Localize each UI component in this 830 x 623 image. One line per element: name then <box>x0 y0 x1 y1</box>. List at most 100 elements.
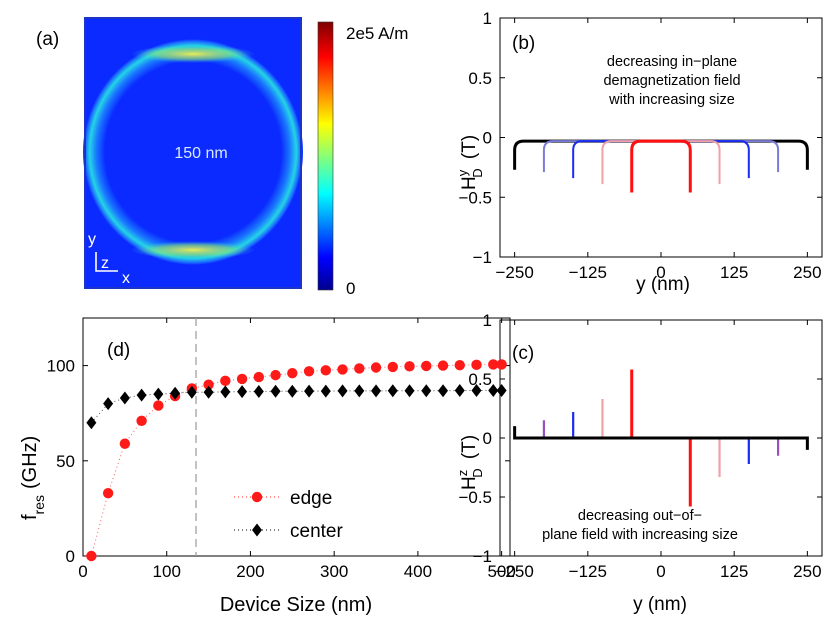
panel-d-edge-point <box>119 438 131 449</box>
panel-b-xtick-label: −250 <box>495 263 533 282</box>
panel-b-annotation-line: decreasing in−plane <box>607 54 737 70</box>
panel-d-edge-point <box>287 368 298 379</box>
panel-d-xtick-label: 300 <box>320 562 348 581</box>
panel-d-center-point <box>387 384 398 398</box>
panel-d-xtick-label: 200 <box>236 562 264 581</box>
panel-b-chart: −250 −125 0 125 250 1 0.5 0 −0.5 −1 (b) decreasing … <box>455 9 823 295</box>
panel-b-ylabel: HyD (T) <box>455 135 485 190</box>
panel-d-ytick-label: 100 <box>47 357 75 376</box>
panel-d-edge-point <box>303 366 315 377</box>
panel-d-center-point <box>270 384 281 398</box>
panel-d-edge-point <box>337 364 348 375</box>
panel-b-series-w100 <box>601 140 721 185</box>
panel-d-center-point <box>186 385 197 399</box>
panel-a-label: (a) <box>36 29 59 50</box>
panel-c-xtick-label: 0 <box>656 562 665 581</box>
panel-b-xtick-label: 250 <box>793 263 821 282</box>
panel-c-chart: −250 −125 0 125 25010.50−0.5−1(c)decreasing … <box>455 311 823 615</box>
panel-d-center-point <box>320 384 331 398</box>
panel-b-annotation-line: demagnetization field <box>603 73 740 89</box>
panel-b-ytick-label: −1 <box>473 248 492 267</box>
panel-d-center-point <box>304 384 315 398</box>
panel-d-center-point <box>119 391 130 405</box>
panel-d-center-point <box>404 384 415 398</box>
panel-d-edge-point <box>203 379 214 390</box>
panel-d-edge-point <box>253 371 265 383</box>
panel-d-edge-connector <box>90 363 502 557</box>
panel-d-center-point <box>136 388 147 402</box>
panel-b-xlabel: y (nm) <box>636 274 690 295</box>
panel-d-edge-point <box>471 359 482 371</box>
panel-d-center-point <box>421 384 432 398</box>
panel-b-label: (b) <box>512 33 535 54</box>
panel-d-edge-point <box>387 361 398 373</box>
panel-d-edge-point <box>496 359 507 370</box>
panel-a-heatmap: (a) 150 nm y z x 2e5 A/m 0 <box>36 17 408 298</box>
panel-c-annotation-line: plane field with increasing size <box>542 527 738 543</box>
panel-b-ytick-label: 0.5 <box>468 69 492 88</box>
panel-c-ytick-label: 0 <box>483 429 492 448</box>
panel-c-xtick-label: 125 <box>720 562 748 581</box>
panel-d-edge-point <box>421 360 432 372</box>
panel-d-ylabel: fres(GHz) <box>19 436 47 520</box>
panel-c-ylabel: HzD (T) <box>455 435 485 490</box>
panel-d-edge-point <box>86 550 97 562</box>
panel-d-xtick-label: 400 <box>404 562 432 581</box>
panel-b-xtick-label: 125 <box>720 263 748 282</box>
heatmap-hotspot-bottom <box>131 241 255 259</box>
panel-b-xtick-label: 0 <box>656 263 665 282</box>
panel-c-annotation-line: decreasing out−of− <box>578 508 702 524</box>
panel-d-center-point <box>203 385 214 399</box>
heatmap-hotspot-top <box>131 45 255 63</box>
panel-d-edge-point <box>270 369 281 381</box>
panel-d-xtick-label: 500 <box>487 562 515 581</box>
panel-d-edge-point <box>220 375 231 387</box>
panel-c-ytick-label: −0.5 <box>458 488 492 507</box>
panel-d-legend-label-center: center <box>290 521 343 542</box>
axis-glyph-y: y <box>88 231 96 248</box>
heatmap-ring <box>83 39 303 265</box>
panel-b-ytick-label: 1 <box>483 9 492 28</box>
panel-d-center-point <box>337 384 348 398</box>
panel-d-center-point <box>220 385 231 399</box>
panel-b-series-w150 <box>572 140 750 179</box>
panel-c-ytick-label: 0.5 <box>468 370 492 389</box>
panel-b-xtick-label: −125 <box>569 263 607 282</box>
axis-glyph-lines <box>95 252 118 272</box>
panel-d-center-point <box>354 384 365 398</box>
panel-d-ytick-label: 50 <box>56 452 75 471</box>
panel-d-center-point <box>170 386 181 400</box>
panel-c-xtick-label: 250 <box>793 562 821 581</box>
panel-c-xlabel: y (nm) <box>633 594 687 615</box>
panel-d-center-connector <box>90 390 502 424</box>
panel-d-edge-point <box>102 487 114 499</box>
panel-d-edge-point <box>437 360 449 371</box>
panel-c-ytick-label: 1 <box>483 311 492 330</box>
panel-b-annotation-line: with increasing size <box>608 92 735 108</box>
panel-d-center-point <box>371 384 382 398</box>
panel-b-ytick-label: 0 <box>483 129 492 148</box>
panel-d-edge-point <box>153 400 164 411</box>
panel-d-xlabel: Device Size (nm) <box>220 594 372 616</box>
panel-d-center-point <box>287 384 298 398</box>
panel-d-center-point <box>153 387 164 401</box>
panel-d-legend-marker-center <box>252 523 262 537</box>
colorbar-min-label: 0 <box>346 279 355 298</box>
panel-d-edge-point <box>354 363 365 374</box>
panel-d-center-point <box>86 416 97 430</box>
panel-d-label: (d) <box>107 340 130 361</box>
panel-d-edge-point <box>404 361 415 372</box>
panel-b-series-w200 <box>542 140 780 173</box>
panel-d-xtick-label: 0 <box>78 562 87 581</box>
panel-d-legend-label-edge: edge <box>290 488 332 509</box>
panel-d-center-point <box>488 384 499 398</box>
panel-c-xtick-label: −125 <box>569 562 607 581</box>
panel-d-center-point <box>496 384 507 398</box>
panel-d-center-point <box>471 384 482 398</box>
axis-glyph-x: x <box>122 270 130 287</box>
panel-d-edge-point <box>320 365 332 376</box>
colorbar <box>317 21 334 291</box>
panel-d-edge-point <box>136 415 147 427</box>
panel-d-center-point <box>103 397 114 411</box>
